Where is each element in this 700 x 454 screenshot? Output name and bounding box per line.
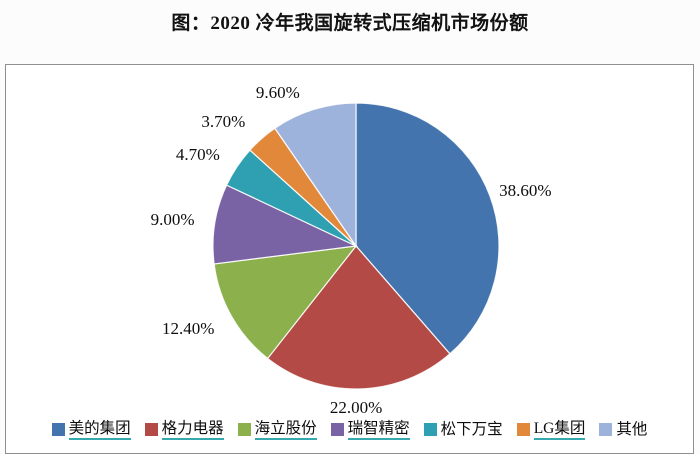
legend-label[interactable]: 海立股份 (254, 420, 317, 441)
legend-label[interactable]: 瑞智精密 (347, 420, 410, 441)
slice-value-label: 4.70% (175, 145, 220, 165)
slice-value-label: 9.60% (255, 83, 300, 103)
legend-item: 美的集团 (51, 420, 131, 441)
legend-swatch (51, 423, 65, 437)
legend-swatch (599, 423, 613, 437)
legend-label[interactable]: 美的集团 (68, 420, 131, 441)
legend-label[interactable]: 格力电器 (161, 420, 224, 441)
slice-value-label: 22.00% (329, 397, 383, 417)
legend-swatch (423, 423, 437, 437)
pie-slice-7 (274, 102, 357, 248)
slice-value-label: 3.70% (201, 112, 246, 132)
legend-item: 瑞智精密 (330, 420, 410, 441)
legend-label: 其他 (616, 420, 648, 438)
slice-value-label: 38.60% (499, 181, 552, 201)
pie-slice-4 (212, 184, 359, 265)
legend-swatch (237, 423, 251, 437)
pie-slice-1 (355, 102, 500, 355)
legend-label[interactable]: LG集团 (533, 420, 586, 441)
legend-swatch (516, 423, 530, 437)
chart-area: 38.60% 22.00% 12.40% 9.00% 4.70% 3.70% 9.60% 美… (5, 64, 694, 454)
slice-value-label: 9.00% (150, 209, 195, 229)
legend: 美的集团 格力电器 海立股份 瑞智精密 松下万宝 LG集团 其他 (6, 417, 693, 443)
chart-title: 图：2020 冷年我国旋转式压缩机市场份额 (171, 13, 529, 34)
legend-label: 松下万宝 (440, 420, 503, 438)
pie-slice-3 (213, 245, 358, 360)
legend-item: LG集团 (516, 420, 586, 441)
legend-item: 松下万宝 (423, 420, 503, 439)
legend-item: 海立股份 (237, 420, 317, 441)
slice-value-label: 12.40% (161, 318, 215, 338)
pie-chart (212, 102, 500, 390)
legend-item: 其他 (599, 421, 647, 439)
legend-item: 格力电器 (144, 420, 224, 441)
legend-swatch (144, 423, 158, 437)
pie-slice-2 (266, 245, 451, 390)
legend-swatch (330, 423, 344, 437)
